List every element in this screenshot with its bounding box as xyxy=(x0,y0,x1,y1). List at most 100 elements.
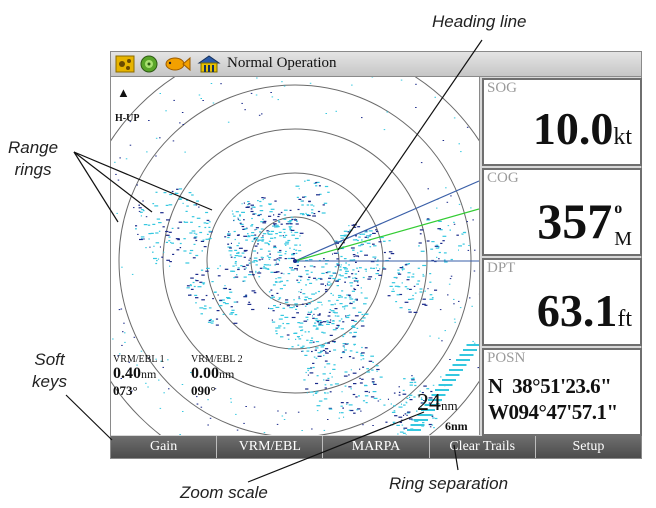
radar-echo xyxy=(173,99,175,101)
ring-separation: 6nm xyxy=(445,419,468,433)
radar-echo xyxy=(351,224,356,226)
radar-echo xyxy=(243,268,246,270)
radar-echo xyxy=(253,292,257,294)
vrm-ebl-1-distance: 0.40 xyxy=(113,365,141,382)
radar-echo xyxy=(255,227,259,229)
radar-echo xyxy=(306,273,309,275)
radar-echo xyxy=(315,292,317,294)
radar-echo xyxy=(259,205,263,207)
radar-echo xyxy=(343,234,346,237)
radar-echo xyxy=(131,273,134,275)
radar-echo xyxy=(394,285,399,287)
radar-echo xyxy=(338,417,340,419)
radar-echo xyxy=(315,319,319,322)
radar-echo xyxy=(297,208,300,211)
radar-echo xyxy=(163,392,165,394)
setup-softkey[interactable]: Setup xyxy=(572,439,605,454)
radar-echo xyxy=(358,236,361,238)
radar-echo xyxy=(362,400,366,402)
data-field-cog[interactable]: COG 357 o M xyxy=(482,168,642,256)
radar-echo xyxy=(321,212,326,214)
radar-echo xyxy=(229,247,232,249)
radar-screen[interactable]: ▲ H-UP VRM/EBL 1 0.40nm 073° VRM/EBL 2 0… xyxy=(111,77,480,435)
radar-echo xyxy=(361,352,365,354)
radar-echo xyxy=(356,409,359,411)
radar-echo xyxy=(348,314,351,316)
radar-echo xyxy=(315,328,319,330)
zoom-scale[interactable]: 24nm xyxy=(417,390,458,417)
radar-echo xyxy=(422,422,425,424)
gain-softkey[interactable]: Gain xyxy=(111,436,218,458)
vrm-ebl-softkey[interactable]: VRM/EBL xyxy=(217,436,324,458)
radar-echo xyxy=(447,294,449,296)
marpa-softkey[interactable]: MARPA xyxy=(323,436,430,458)
radar-echo xyxy=(140,236,145,238)
radar-echo xyxy=(329,334,333,336)
radar-echo xyxy=(263,265,265,268)
radar-echo xyxy=(155,191,158,193)
radar-echo xyxy=(247,201,250,203)
clear-trails-softkey[interactable]: Clear Trails xyxy=(430,436,536,458)
radar-echo xyxy=(255,94,258,96)
radar-echo xyxy=(293,299,295,301)
vrm-ebl-2-readout[interactable]: VRM/EBL 2 0.00nm 090° xyxy=(191,354,243,399)
radar-echo xyxy=(262,257,264,259)
vrm-ebl-1-readout[interactable]: VRM/EBL 1 0.40nm 073° xyxy=(113,354,165,399)
radar-echo xyxy=(401,266,404,268)
radar-echo xyxy=(295,308,298,310)
radar-echo xyxy=(290,216,293,218)
radar-echo xyxy=(259,267,263,269)
radar-echo xyxy=(375,273,379,275)
radar-echo xyxy=(365,270,367,272)
radar-echo xyxy=(337,278,341,280)
target-icon[interactable] xyxy=(139,55,159,73)
radar-echo xyxy=(403,428,405,430)
radar-echo xyxy=(210,322,214,324)
radar-echo xyxy=(352,372,357,374)
radar-plot[interactable] xyxy=(111,77,479,435)
radar-echo xyxy=(473,342,476,344)
radar-echo xyxy=(247,236,251,238)
radar-echo xyxy=(208,307,212,309)
radar-echo xyxy=(238,242,240,244)
radar-echo xyxy=(456,359,470,361)
radar-echo xyxy=(366,235,370,237)
data-field-sog[interactable]: SOG 10.0kt xyxy=(482,78,642,166)
fish-icon[interactable] xyxy=(163,55,191,73)
radar-echo xyxy=(349,298,354,300)
radar-echo xyxy=(376,264,379,266)
radar-echo xyxy=(329,319,332,321)
radar-echo xyxy=(314,318,318,320)
radar-echo xyxy=(228,250,233,252)
radar-echo xyxy=(435,244,439,246)
radar-echo xyxy=(348,225,350,227)
radar-echo xyxy=(117,179,120,181)
radar-echo xyxy=(241,252,245,254)
orientation-mode[interactable]: H-UP xyxy=(115,113,140,124)
radar-echo xyxy=(406,414,408,416)
radar-echo xyxy=(310,204,313,206)
radar-echo xyxy=(233,301,237,303)
radar-echo xyxy=(275,278,277,280)
radar-echo xyxy=(193,285,196,288)
radar-echo xyxy=(344,349,347,351)
radar-echo xyxy=(387,398,389,400)
radar-echo xyxy=(454,321,456,323)
data-field-dpt[interactable]: DPT 63.1ft xyxy=(482,258,642,346)
home-icon[interactable] xyxy=(197,55,221,73)
radar-echo xyxy=(340,318,343,320)
data-field-posn[interactable]: POSN N 38°51'23.6" W094°47'57.1" xyxy=(482,348,642,436)
radar-echo xyxy=(287,239,291,242)
radar-echo xyxy=(427,288,429,290)
radar-echo xyxy=(317,321,320,323)
vrm-ebl-1-unit: nm xyxy=(141,367,157,381)
radar-echo xyxy=(342,407,344,409)
radar-echo xyxy=(212,298,214,300)
radar-echo xyxy=(360,355,364,357)
radar-echo xyxy=(219,265,221,267)
radar-echo xyxy=(383,251,386,254)
radar-echo xyxy=(190,277,194,279)
radar-echo xyxy=(229,313,233,315)
radar-echo xyxy=(147,386,149,388)
gps-icon[interactable] xyxy=(115,55,135,73)
